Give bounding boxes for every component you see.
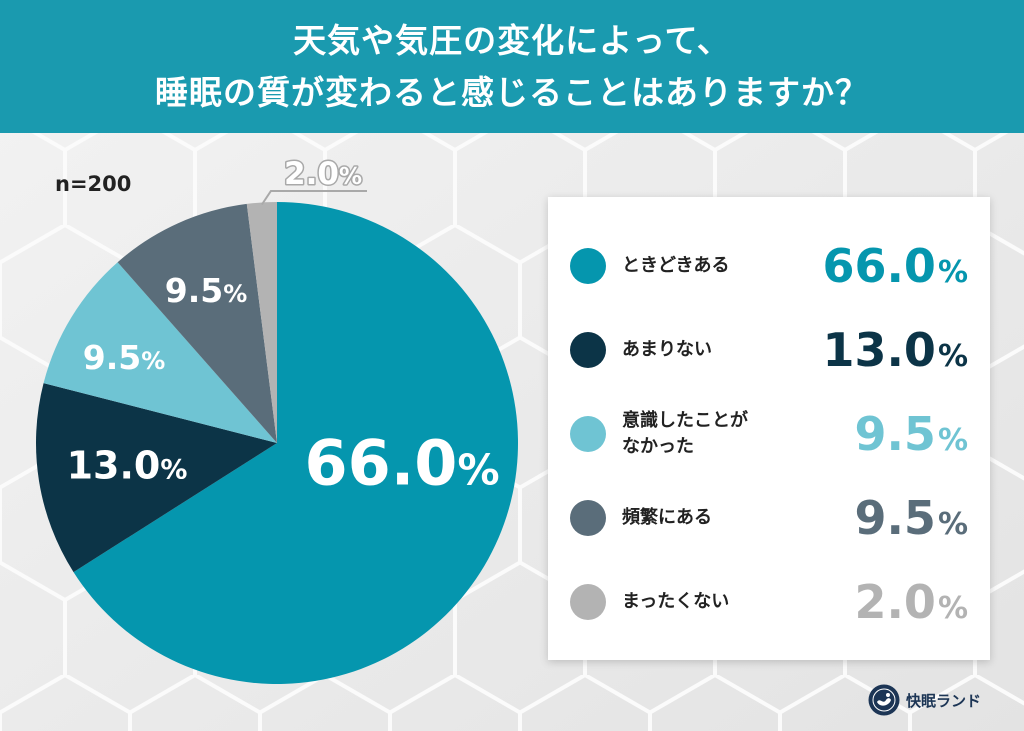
data-label: 13.0% <box>67 444 188 488</box>
legend-label: ときどきある <box>622 255 730 276</box>
legend-label: 意識したことが なかった <box>622 410 748 457</box>
data-label-number: 13.0 <box>67 444 161 488</box>
legend-value-number: 9.5 <box>854 407 936 461</box>
pie-slice <box>246 202 277 443</box>
pie-slice <box>36 383 277 573</box>
legend-swatch <box>570 500 606 536</box>
legend-value-number: 66.0 <box>822 239 936 293</box>
legend-value-number: 2.0 <box>854 575 936 629</box>
title-line-1: 天気や気圧の変化によって、 <box>293 20 731 60</box>
legend-label: あまりない <box>622 339 712 360</box>
title-banner: 天気や気圧の変化によって、 睡眠の質が変わると感じることはありますか？ <box>0 0 1024 133</box>
data-label-unit: % <box>339 164 362 190</box>
legend-value: 2.0% <box>854 560 968 644</box>
legend-value-unit: % <box>937 507 968 542</box>
legend-value: 13.0% <box>822 308 968 392</box>
data-label: 9.5% <box>83 338 166 377</box>
data-label: 2.0% <box>284 156 362 192</box>
legend-item: ときどきある 66.0% <box>548 224 990 308</box>
legend-value: 9.5% <box>854 476 968 560</box>
legend-item: 意識したことが なかった 9.5% <box>548 392 990 476</box>
legend-item: あまりない 13.0% <box>548 308 990 392</box>
data-label: 9.5% <box>165 271 248 310</box>
data-label-number: 9.5 <box>83 338 141 377</box>
legend-swatch <box>570 332 606 368</box>
legend-value: 9.5% <box>854 392 968 476</box>
legend-item: 頻繁にある 9.5% <box>548 476 990 560</box>
data-label-unit: % <box>223 280 247 308</box>
title-line-2: 睡眠の質が変わると感じることはありますか？ <box>155 72 869 112</box>
pie-slice <box>73 202 519 684</box>
pie-slice <box>43 262 277 443</box>
legend-label: 頻繁にある <box>622 507 712 528</box>
legend-value-unit: % <box>937 255 968 290</box>
data-label-unit: % <box>457 445 499 494</box>
leader-line <box>261 190 367 206</box>
data-label-number: 66.0 <box>304 426 457 499</box>
data-label: 66.0% <box>304 426 499 499</box>
legend-value-number: 13.0 <box>822 323 936 377</box>
data-label-unit: % <box>141 347 165 375</box>
legend-value: 66.0% <box>822 224 968 308</box>
kaimin-land-logo-icon <box>868 684 900 716</box>
data-label-unit: % <box>160 455 187 486</box>
brand: 快眠ランド <box>868 684 981 716</box>
legend-value-number: 9.5 <box>854 491 936 545</box>
legend: ときどきある 66.0% あまりない 13.0% 意識したことが なかった 9.… <box>548 197 990 660</box>
legend-label: まったくない <box>622 591 730 612</box>
legend-swatch <box>570 416 606 452</box>
data-label-number: 2.0 <box>284 156 339 192</box>
data-label-number: 9.5 <box>165 271 223 310</box>
legend-item: まったくない 2.0% <box>548 560 990 644</box>
legend-value-unit: % <box>937 339 968 374</box>
legend-swatch <box>570 584 606 620</box>
legend-swatch <box>570 248 606 284</box>
pie-slice <box>117 203 278 443</box>
pie-chart: 66.0%13.0%9.5%9.5%2.0% <box>36 155 519 684</box>
sample-size: n=200 <box>55 172 132 196</box>
legend-value-unit: % <box>937 423 968 458</box>
legend-value-unit: % <box>937 591 968 626</box>
brand-name: 快眠ランド <box>906 691 982 710</box>
